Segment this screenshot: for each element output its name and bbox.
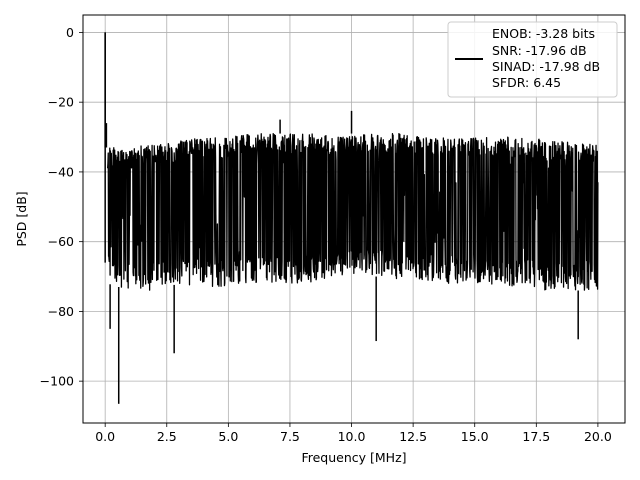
- x-axis-label: Frequency [MHz]: [301, 450, 406, 465]
- axes-frame: [82, 14, 626, 424]
- x-tick-label: 0.0: [95, 429, 115, 444]
- y-tick-label: −20: [48, 95, 74, 110]
- x-tick-label: 10.0: [338, 429, 366, 444]
- legend: ENOB: -3.28 bits SNR: -17.96 dB SINAD: -…: [447, 21, 618, 98]
- tick-marks: [79, 32, 599, 427]
- plot-area: [104, 32, 599, 404]
- y-tick-label: −80: [48, 304, 74, 319]
- x-tick-label: 12.5: [399, 429, 427, 444]
- x-tick-label: 17.5: [522, 429, 550, 444]
- x-tick-label: 2.5: [157, 429, 177, 444]
- legend-sinad: SINAD: -17.98 dB: [492, 59, 600, 74]
- x-tick-label: 7.5: [280, 429, 300, 444]
- x-tick-label: 5.0: [218, 429, 238, 444]
- y-tick-label: −60: [48, 234, 74, 249]
- y-tick-label: −100: [40, 374, 74, 389]
- tick-labels: 0.0 2.5 5.0 7.5 10.0 12.5 15.0 17.5 20.0 0 −20 −40 −…: [40, 25, 612, 444]
- legend-sfdr: SFDR: 6.45: [492, 75, 561, 90]
- y-tick-label: 0: [66, 25, 74, 40]
- y-tick-label: −40: [48, 164, 74, 179]
- legend-box: [447, 21, 618, 98]
- x-tick-label: 20.0: [584, 429, 612, 444]
- y-axis-label: PSD [dB]: [14, 191, 29, 246]
- legend-enob: ENOB: -3.28 bits: [492, 26, 595, 41]
- x-tick-label: 15.0: [461, 429, 489, 444]
- psd-noise-trace: [106, 132, 599, 291]
- legend-snr: SNR: -17.96 dB: [492, 43, 587, 58]
